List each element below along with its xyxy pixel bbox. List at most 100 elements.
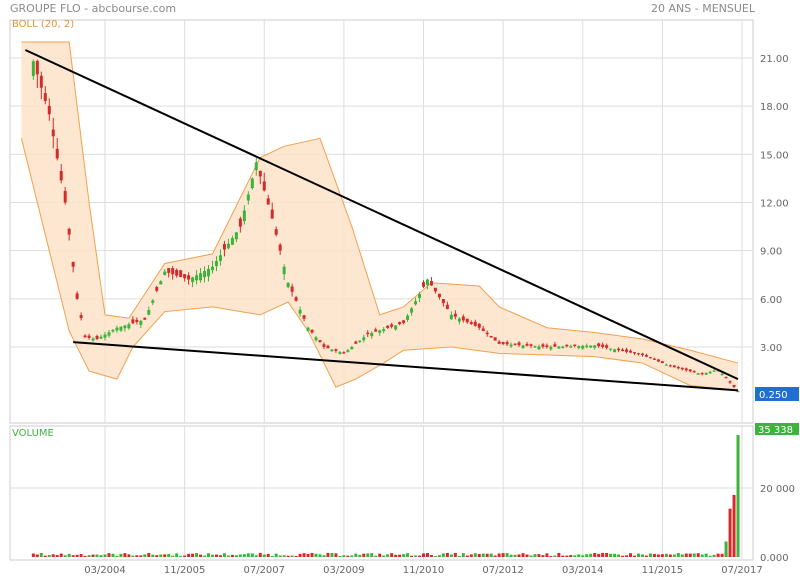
volume-bar: [214, 554, 218, 557]
candle: [79, 312, 83, 321]
volume-bar: [115, 555, 119, 557]
volume-bar: [254, 555, 258, 557]
volume-bar: [517, 554, 521, 557]
candle: [214, 256, 218, 272]
volume-bar: [171, 555, 175, 557]
candle-body: [565, 344, 569, 347]
y-tick-label: 6.00: [760, 295, 782, 306]
candle: [63, 186, 67, 205]
volume-bar: [664, 553, 668, 557]
volume-bar: [218, 555, 222, 557]
candle-body: [509, 344, 513, 347]
volume-bar: [541, 555, 545, 557]
candle-body: [481, 328, 485, 331]
candle: [728, 380, 732, 384]
volume-bar: [346, 555, 350, 557]
candle: [326, 344, 330, 349]
candle-body: [644, 354, 648, 357]
candle: [47, 98, 51, 121]
candle-body: [167, 268, 171, 273]
volume-bar: [99, 555, 103, 557]
candle-body: [95, 335, 99, 339]
candle-body: [39, 75, 43, 88]
candle: [226, 238, 230, 250]
candle-body: [298, 309, 302, 314]
volume-bar: [155, 555, 159, 557]
candle: [111, 328, 115, 333]
candle: [640, 352, 644, 357]
bollinger-lower-line: [20, 138, 739, 391]
candle-body: [513, 343, 517, 345]
candle-body: [636, 353, 640, 355]
candle: [660, 360, 664, 364]
candle-body: [557, 346, 561, 349]
candle-body: [342, 352, 346, 354]
candle: [374, 327, 378, 332]
candle-body: [625, 349, 629, 352]
candle-body: [581, 345, 585, 349]
candle: [485, 330, 489, 337]
y-tick-label: 3.00: [760, 343, 782, 354]
candle: [230, 235, 234, 245]
candle-body: [103, 334, 107, 338]
candle-body: [418, 294, 422, 299]
candle: [242, 205, 246, 225]
volume-bar: [481, 553, 485, 557]
candle: [668, 364, 672, 368]
candle-body: [525, 343, 529, 346]
candle: [163, 269, 167, 276]
candle-body: [79, 315, 83, 319]
candle-body: [577, 345, 581, 349]
volume-bar: [199, 554, 203, 557]
candle: [139, 320, 143, 328]
candle-body: [139, 320, 143, 325]
candle-body: [290, 286, 294, 292]
candle: [581, 344, 585, 350]
candle-body: [585, 345, 589, 348]
volume-bar: [613, 553, 617, 557]
volume-bar: [617, 554, 621, 557]
candle-body: [366, 332, 370, 335]
candle: [151, 299, 155, 306]
candle: [453, 310, 457, 320]
volume-bar: [461, 553, 465, 557]
candle-body: [696, 373, 700, 375]
candle: [704, 372, 708, 375]
candle-body: [210, 266, 214, 271]
candle-body: [199, 273, 203, 281]
volume-bar: [51, 554, 55, 557]
candle: [656, 358, 660, 363]
candle: [648, 356, 652, 359]
volume-bar: [406, 553, 410, 557]
candle-body: [59, 171, 63, 181]
candle: [310, 329, 314, 334]
volume-bar: [274, 553, 278, 557]
volume-bar: [342, 555, 346, 557]
volume-bar: [270, 555, 274, 557]
x-tick-label: 11/2010: [403, 565, 445, 576]
candle-body: [382, 329, 386, 332]
candle: [362, 334, 366, 343]
volume-bar: [187, 553, 191, 557]
volume-bar: [394, 554, 398, 557]
candle: [545, 343, 549, 349]
candle: [171, 266, 175, 280]
candle: [370, 331, 374, 339]
candle: [330, 349, 334, 352]
candle: [672, 365, 676, 368]
volume-bar: [103, 554, 107, 557]
volume-bar: [493, 555, 497, 557]
candle: [481, 325, 485, 332]
volume-bar: [589, 553, 593, 557]
volume-bar: [429, 555, 433, 557]
candle: [589, 345, 593, 348]
candle: [386, 325, 390, 329]
candle: [59, 164, 63, 184]
volume-bar: [306, 553, 310, 557]
candle: [621, 347, 625, 352]
bollinger-upper-line: [21, 41, 739, 364]
volume-tick-label: 20 000: [760, 484, 795, 495]
volume-bar: [553, 555, 557, 557]
candle-body: [91, 338, 95, 341]
candle: [537, 344, 541, 350]
